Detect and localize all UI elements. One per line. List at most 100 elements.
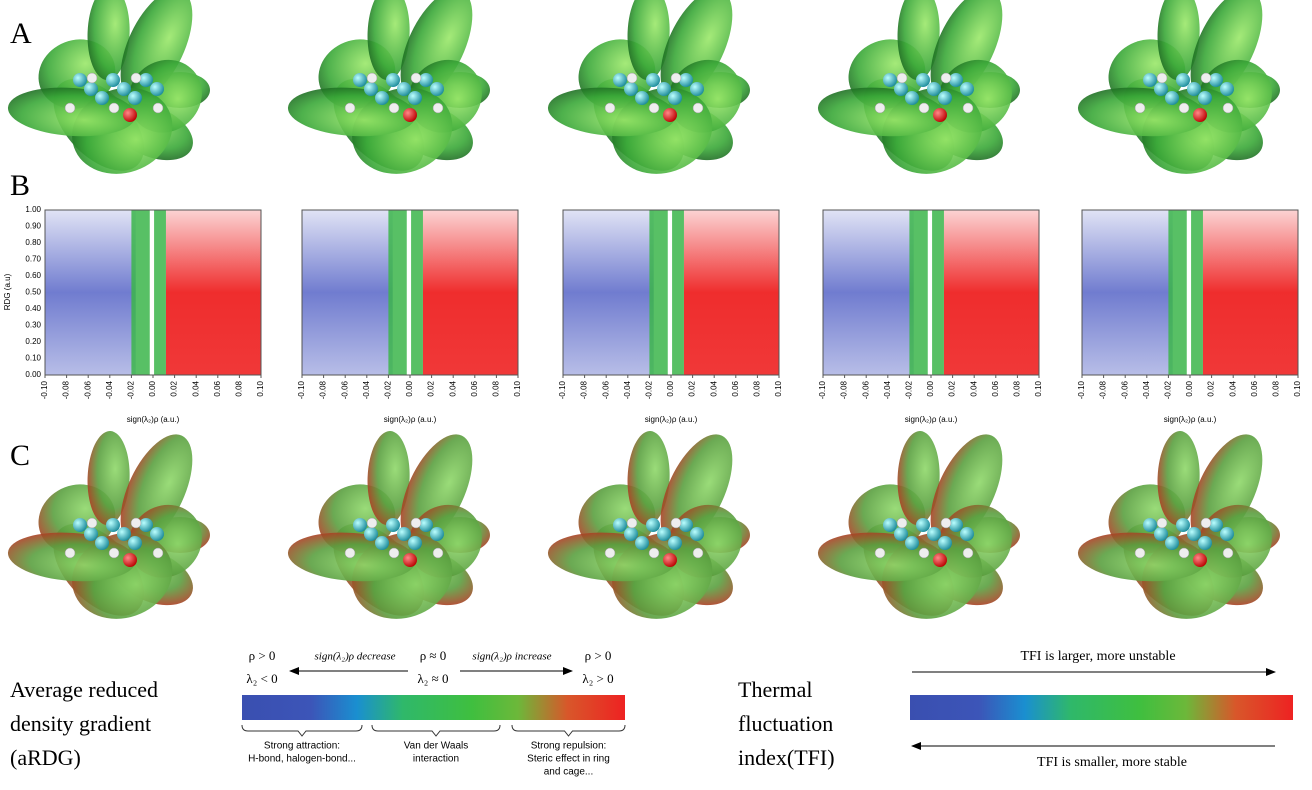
hydrogen [1157, 73, 1167, 83]
color-bar [242, 695, 625, 720]
hydrogen [1201, 518, 1211, 528]
legend-title: (aRDG) [10, 745, 81, 770]
atom [139, 73, 153, 87]
x-tick-label: -0.10 [297, 380, 306, 399]
hydrogen [941, 73, 951, 83]
x-tick-label: -0.08 [580, 380, 589, 399]
hydrogen [1135, 548, 1145, 558]
atom [1176, 73, 1190, 87]
atom [916, 518, 930, 532]
atom [408, 536, 422, 550]
hydrogen [605, 548, 615, 558]
atom [938, 91, 952, 105]
x-tick-label: 0.02 [170, 380, 179, 396]
molecule [816, 424, 1027, 632]
green-band [388, 210, 406, 375]
atom [927, 527, 941, 541]
hydrogen [389, 548, 399, 558]
x-tick-label: -0.10 [1077, 380, 1086, 399]
caption: Van der Waals [404, 741, 468, 752]
x-tick-label: -0.10 [818, 380, 827, 399]
condition: λ₂ ≈ 0 [418, 671, 449, 686]
atom [905, 91, 919, 105]
x-tick-label: 0.00 [405, 380, 414, 396]
hydrogen [919, 548, 929, 558]
red-region [944, 210, 1039, 375]
atom [613, 73, 627, 87]
atom [613, 518, 627, 532]
hydrogen [65, 548, 75, 558]
y-tick-label: 0.40 [25, 304, 41, 313]
atom [1198, 91, 1212, 105]
x-tick-label: 0.08 [1272, 380, 1281, 396]
hydrogen [1179, 103, 1189, 113]
atom [364, 527, 378, 541]
atom [1198, 536, 1212, 550]
hydrogen [131, 73, 141, 83]
x-tick-label: -0.06 [340, 380, 349, 399]
hydrogen [1157, 518, 1167, 528]
panel-label: C [10, 439, 30, 472]
green-band [154, 210, 166, 375]
molecule [286, 0, 497, 187]
caption: and cage... [544, 767, 593, 778]
x-tick-label: 0.00 [1185, 380, 1194, 396]
green-band [932, 210, 944, 375]
atom [117, 82, 131, 96]
figure: A B C -0.10-0.08-0.06-0.04-0.020.000.020… [0, 0, 1312, 790]
x-tick-label: -0.08 [1099, 380, 1108, 399]
hydrogen [693, 103, 703, 113]
hydrogen [411, 73, 421, 83]
legend-title: fluctuation [738, 711, 833, 736]
molecule [546, 0, 757, 187]
trend: sign(λ₂)ρ increase [472, 651, 551, 663]
green-band [411, 210, 423, 375]
atom [397, 82, 411, 96]
atom [690, 527, 704, 541]
red-region [684, 210, 779, 375]
x-tick-label: 0.10 [1293, 380, 1302, 396]
condition: λ₂ > 0 [582, 671, 613, 686]
x-tick-label: 0.06 [731, 380, 740, 396]
y-axis-label: RDG (a.u) [3, 273, 12, 310]
panel-label: B [10, 169, 30, 202]
y-tick-label: 0.60 [25, 271, 41, 280]
x-tick-label: 0.04 [1228, 380, 1237, 396]
x-tick-label: 0.04 [191, 380, 200, 396]
y-tick-label: 0.90 [25, 222, 41, 231]
atom [657, 527, 671, 541]
x-tick-label: -0.08 [62, 380, 71, 399]
x-tick-label: -0.06 [861, 380, 870, 399]
x-tick-label: -0.08 [319, 380, 328, 399]
x-tick-label: 0.06 [213, 380, 222, 396]
oxygen [403, 108, 417, 122]
hydrogen [345, 548, 355, 558]
x-tick-label: 0.08 [753, 380, 762, 396]
atom [353, 73, 367, 87]
hydrogen [345, 103, 355, 113]
hydrogen [367, 518, 377, 528]
atom [1220, 82, 1234, 96]
x-tick-label: 0.06 [1250, 380, 1259, 396]
red-region [423, 210, 518, 375]
molecule [286, 424, 497, 632]
atom [690, 82, 704, 96]
atom [364, 82, 378, 96]
molecule [1076, 0, 1287, 187]
x-tick-label: -0.04 [623, 380, 632, 399]
atom [430, 527, 444, 541]
x-tick-label: -0.04 [105, 380, 114, 399]
x-tick-label: -0.06 [1120, 380, 1129, 399]
hydrogen [433, 103, 443, 113]
atom [1209, 518, 1223, 532]
panel-label: A [10, 17, 32, 50]
hydrogen [671, 518, 681, 528]
hydrogen [671, 73, 681, 83]
hydrogen [109, 548, 119, 558]
oxygen [123, 108, 137, 122]
hydrogen [389, 103, 399, 113]
atom [1165, 536, 1179, 550]
atom [375, 536, 389, 550]
x-tick-label: 0.00 [148, 380, 157, 396]
atom [883, 518, 897, 532]
